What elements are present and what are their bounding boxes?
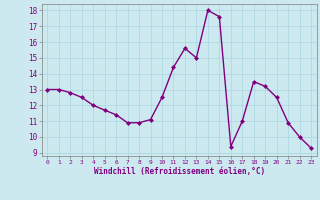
X-axis label: Windchill (Refroidissement éolien,°C): Windchill (Refroidissement éolien,°C) — [94, 167, 265, 176]
